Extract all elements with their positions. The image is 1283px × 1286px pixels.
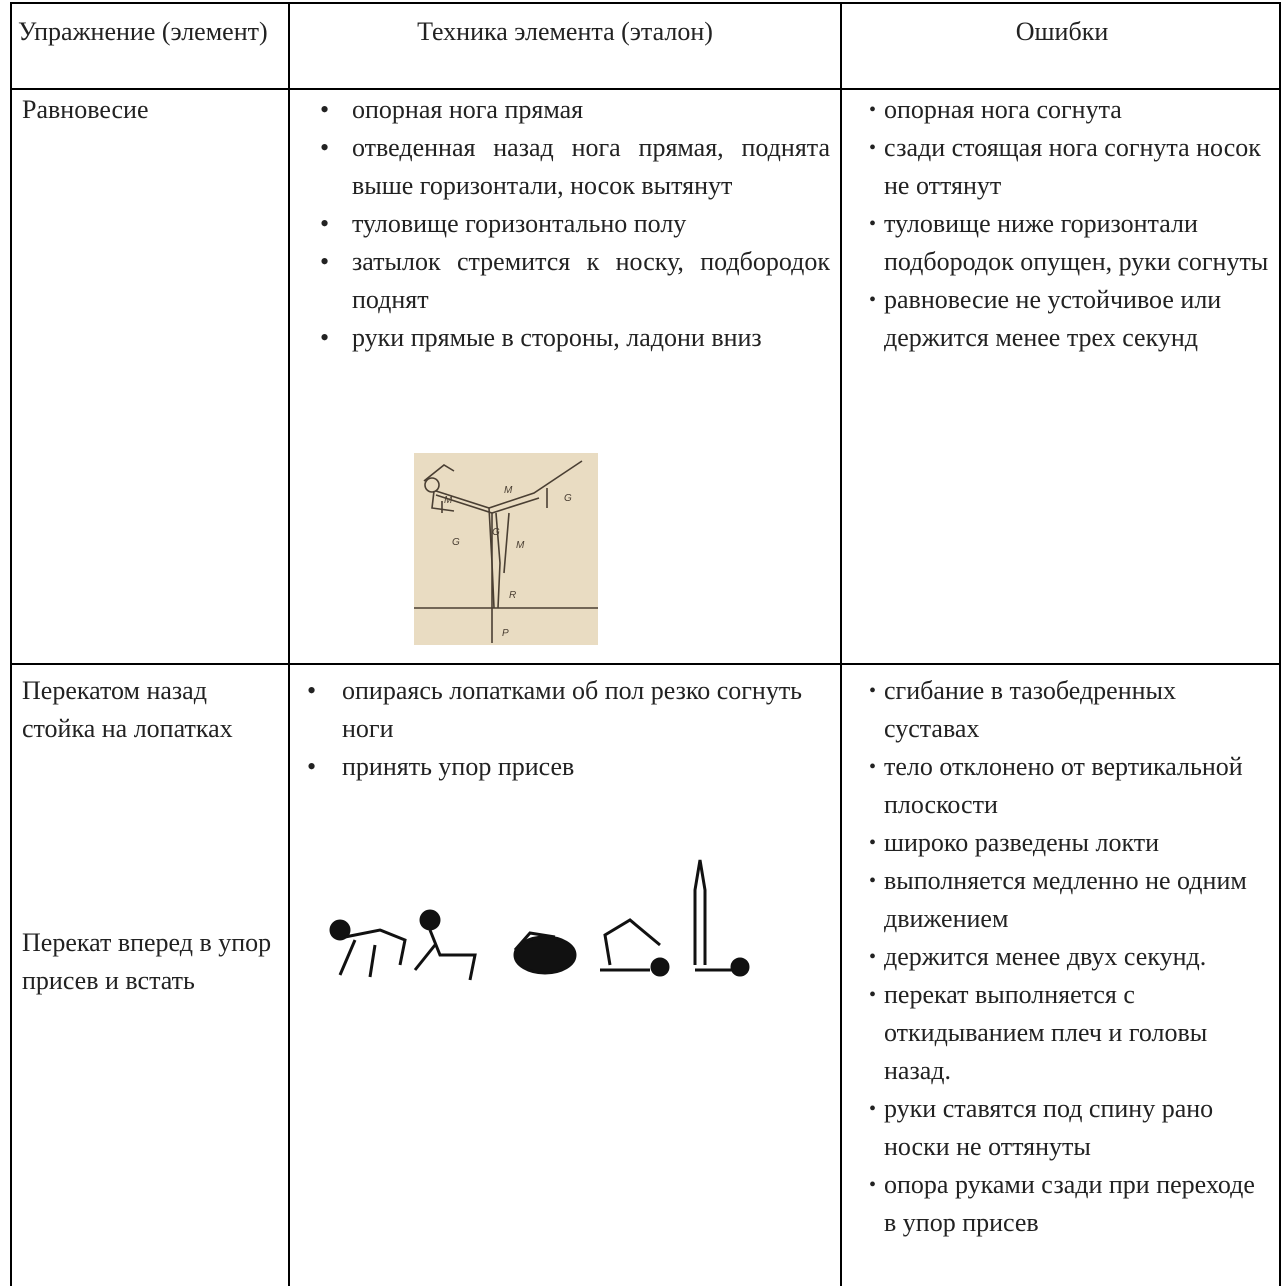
bullet-item: отведенная назад нога прямая, поднята вы…	[292, 129, 830, 205]
bullet-item: принять упор присев	[292, 748, 830, 786]
bullet-item: выполняется медленно не одним движением	[869, 862, 1272, 938]
bullet-item: широко разведены локти	[869, 824, 1272, 862]
rule	[10, 2, 12, 1286]
figure-label: G	[452, 537, 460, 548]
column-header: Техника элемента (эталон)	[417, 17, 713, 46]
bullet-item: туловище ниже горизонтали подбородок опу…	[869, 205, 1272, 281]
bullet-list: опорная нога прямаяотведенная назад нога…	[292, 91, 830, 357]
figure-label: G	[564, 493, 572, 504]
rule	[10, 88, 1281, 90]
bullet-item: держится менее двух секунд.	[869, 938, 1272, 976]
bullet-item: опорная нога прямая	[292, 91, 830, 129]
illustration: M M G G G M R P	[414, 453, 598, 645]
bullet-item: сзади стоящая нога согнута носок не оття…	[869, 129, 1272, 205]
rule	[840, 2, 842, 1286]
exercise-name: Равновесие	[22, 95, 149, 124]
bullet-item: опора руками сзади при переходе в упор п…	[869, 1166, 1272, 1242]
bullet-item: опорная нога согнута	[869, 91, 1272, 129]
bullet-item: сгибание в тазобедренных суставах	[869, 672, 1272, 748]
figure-label: G	[492, 527, 500, 538]
bullet-item: туловище горизонтально полу	[292, 205, 830, 243]
bullet-list: опираясь лопатками об пол резко согнуть …	[292, 672, 830, 786]
rule	[10, 663, 1281, 665]
bullet-item: опираясь лопатками об пол резко согнуть …	[292, 672, 830, 748]
figure-label: M	[504, 485, 513, 496]
figure-label: M	[444, 495, 453, 506]
exercise-name: Перекат вперед в упор присев и встать	[22, 928, 272, 995]
column-header: Ошибки	[1015, 17, 1109, 46]
rule	[10, 2, 1281, 4]
bullet-item: руки ставятся под спину рано носки не от…	[869, 1090, 1272, 1166]
figure-label: R	[509, 590, 516, 601]
rule	[1279, 2, 1281, 1286]
illustration	[300, 855, 760, 1010]
figure-label: M	[516, 540, 525, 551]
bullet-list: опорная нога согнутасзади стоящая нога с…	[869, 91, 1272, 357]
bullet-item: перекат выполняется с откидыванием плеч …	[869, 976, 1272, 1090]
bullet-item: руки прямые в стороны, ладони вниз	[292, 319, 830, 357]
bullet-item: равновесие не устойчивое или держится ме…	[869, 281, 1272, 357]
column-header: Упражнение (элемент)	[18, 17, 268, 46]
bullet-item: затылок стремится к носку, подбородок по…	[292, 243, 830, 319]
exercise-name: Перекатом назад стойка на лопатках	[22, 676, 233, 743]
bullet-item: тело отклонено от вертикальной плоскости	[869, 748, 1272, 824]
figure-label: P	[502, 628, 509, 639]
bullet-list: сгибание в тазобедренных суставахтело от…	[869, 672, 1272, 1242]
rule	[288, 2, 290, 1286]
